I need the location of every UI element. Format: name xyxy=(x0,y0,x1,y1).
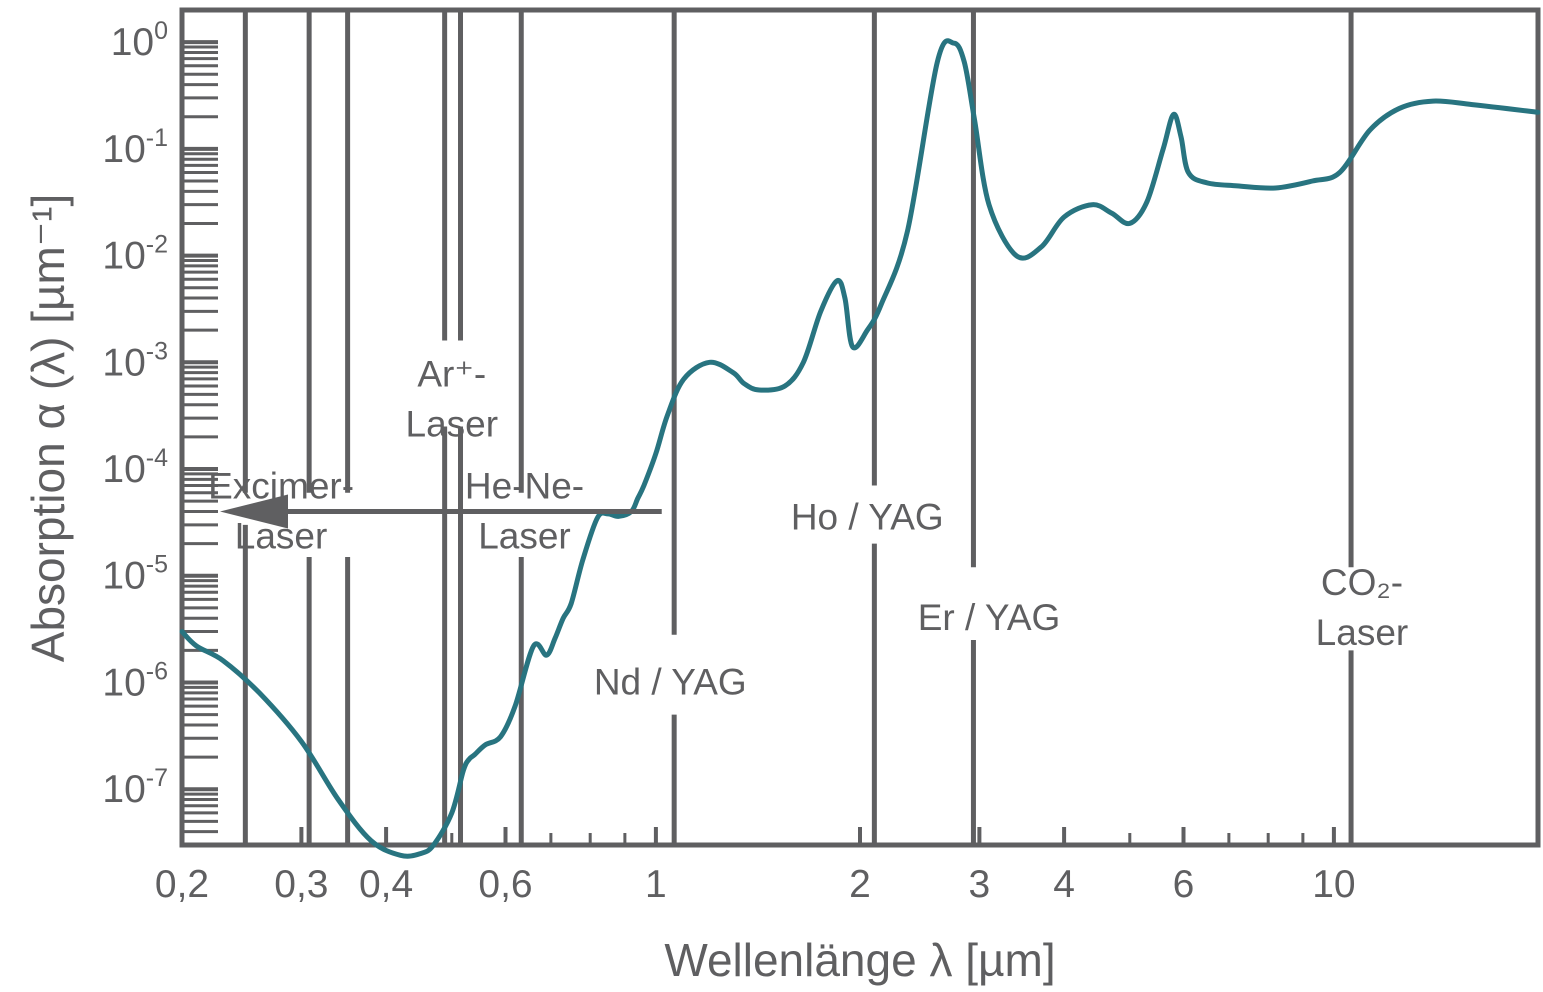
y-tick-exponent: -5 xyxy=(146,551,168,579)
x-tick-label: 2 xyxy=(849,863,871,906)
argon-laser-label-0: Ar⁺- xyxy=(417,353,486,394)
co2-laser-label-1: Laser xyxy=(1316,612,1409,653)
y-tick-base: 10 xyxy=(102,448,145,491)
x-tick-label: 0,3 xyxy=(274,863,328,906)
y-tick-label: 10-1 xyxy=(102,124,168,171)
x-tick-label: 6 xyxy=(1173,863,1195,906)
y-tick-base: 10 xyxy=(102,661,145,704)
y-tick-exponent: -1 xyxy=(146,124,168,152)
er-yag-laser-label-0: Er / YAG xyxy=(918,597,1061,638)
x-tick-label: 4 xyxy=(1053,863,1075,906)
y-tick-base: 10 xyxy=(102,235,145,278)
y-tick-base: 10 xyxy=(111,21,154,64)
y-tick-label: 10-6 xyxy=(102,657,168,704)
y-tick-label: 10-3 xyxy=(102,337,168,384)
y-tick-exponent: -4 xyxy=(146,444,168,472)
excimer-laser-label-1: Laser xyxy=(235,515,328,556)
y-tick-label: 10-5 xyxy=(102,551,168,598)
y-tick-label: 10-2 xyxy=(102,231,168,278)
argon-laser-label-1: Laser xyxy=(406,403,499,444)
y-tick-base: 10 xyxy=(102,768,145,811)
y-tick-label: 10-7 xyxy=(102,764,168,811)
arrow-head xyxy=(220,494,288,529)
he-ne-laser-label-0: He-Ne- xyxy=(465,465,584,506)
x-tick-label: 0,6 xyxy=(478,863,532,906)
x-axis-ticks: 0,2 0,3 0,4 0,6 1 2 3 4 6 10 xyxy=(155,827,1540,906)
x-axis-label: Wellenlänge λ [µm] xyxy=(664,934,1055,986)
ho-yag-laser-label-0: Ho / YAG xyxy=(791,497,944,538)
x-tick-label: 0,4 xyxy=(359,863,413,906)
y-axis-label: Absorption α (λ) [µm⁻¹] xyxy=(22,194,74,662)
y-tick-base: 10 xyxy=(102,128,145,171)
y-tick-exponent: -7 xyxy=(146,764,168,792)
y-tick-base: 10 xyxy=(102,555,145,598)
y-tick-exponent: 0 xyxy=(154,17,168,45)
laser-lines xyxy=(242,10,1354,845)
laser-annotations: Excimer- Laser Ar⁺- Laser He-Ne- Laser Nd / YA… xyxy=(208,353,1408,702)
y-tick-label: 100 xyxy=(111,17,168,64)
y-tick-base: 10 xyxy=(102,341,145,384)
x-tick-label: 10 xyxy=(1312,863,1355,906)
x-tick-label: 1 xyxy=(645,863,667,906)
x-tick-label: 0,2 xyxy=(155,863,209,906)
plot-frame xyxy=(179,7,1541,848)
y-tick-exponent: -6 xyxy=(146,657,168,685)
excimer-laser-label-0: Excimer- xyxy=(208,465,354,506)
y-tick-label: 10-4 xyxy=(102,444,168,491)
y-tick-exponent: -3 xyxy=(146,337,168,365)
absorption-curve xyxy=(179,38,1541,859)
he-ne-laser-label-1: Laser xyxy=(478,515,571,556)
nd-yag-laser-label-0: Nd / YAG xyxy=(594,661,747,702)
y-minor-ticks xyxy=(182,8,218,847)
y-tick-exponent: -2 xyxy=(146,231,168,259)
arrow-left xyxy=(220,494,662,529)
x-tick-label: 3 xyxy=(969,863,991,906)
co2-laser-label-0: CO₂- xyxy=(1321,562,1403,603)
